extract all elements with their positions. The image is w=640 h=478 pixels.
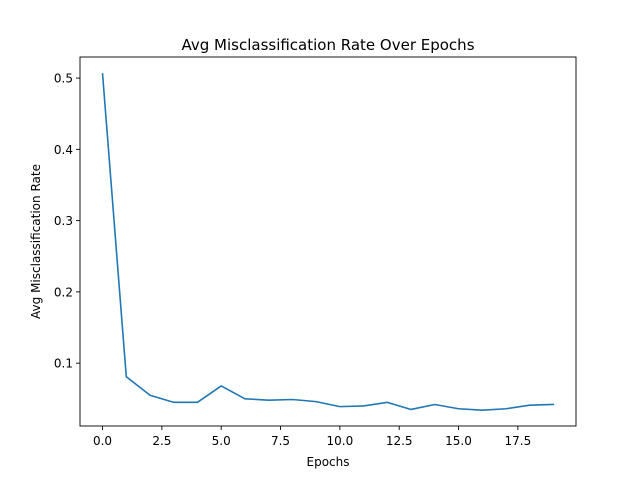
y-axis: 0.1 0.2 0.3 0.4 0.5 [54, 72, 80, 371]
plot-frame [79, 56, 577, 427]
x-tick-label: 2.5 [152, 434, 171, 448]
y-tick-label: 0.3 [54, 214, 73, 228]
x-tick-label: 15.0 [445, 434, 472, 448]
chart-title: Avg Misclassification Rate Over Epochs [181, 36, 474, 54]
x-tick-label: 12.5 [386, 434, 413, 448]
y-tick-label: 0.1 [54, 357, 73, 371]
x-axis: 0.0 2.5 5.0 7.5 10.0 12.5 15.0 17.5 [93, 426, 531, 448]
plot-area [101, 73, 555, 411]
y-tick-label: 0.5 [54, 72, 73, 86]
y-tick-label: 0.4 [54, 143, 73, 157]
x-tick-label: 10.0 [327, 434, 354, 448]
x-tick-label: 7.5 [271, 434, 290, 448]
x-tick-label: 17.5 [504, 434, 531, 448]
x-tick-label: 5.0 [212, 434, 231, 448]
y-tick-label: 0.2 [54, 285, 73, 299]
series-line [101, 73, 555, 411]
x-tick-label: 0.0 [93, 434, 112, 448]
x-axis-label: Epochs [307, 455, 350, 469]
y-axis-label: Avg Misclassification Rate [29, 164, 43, 319]
